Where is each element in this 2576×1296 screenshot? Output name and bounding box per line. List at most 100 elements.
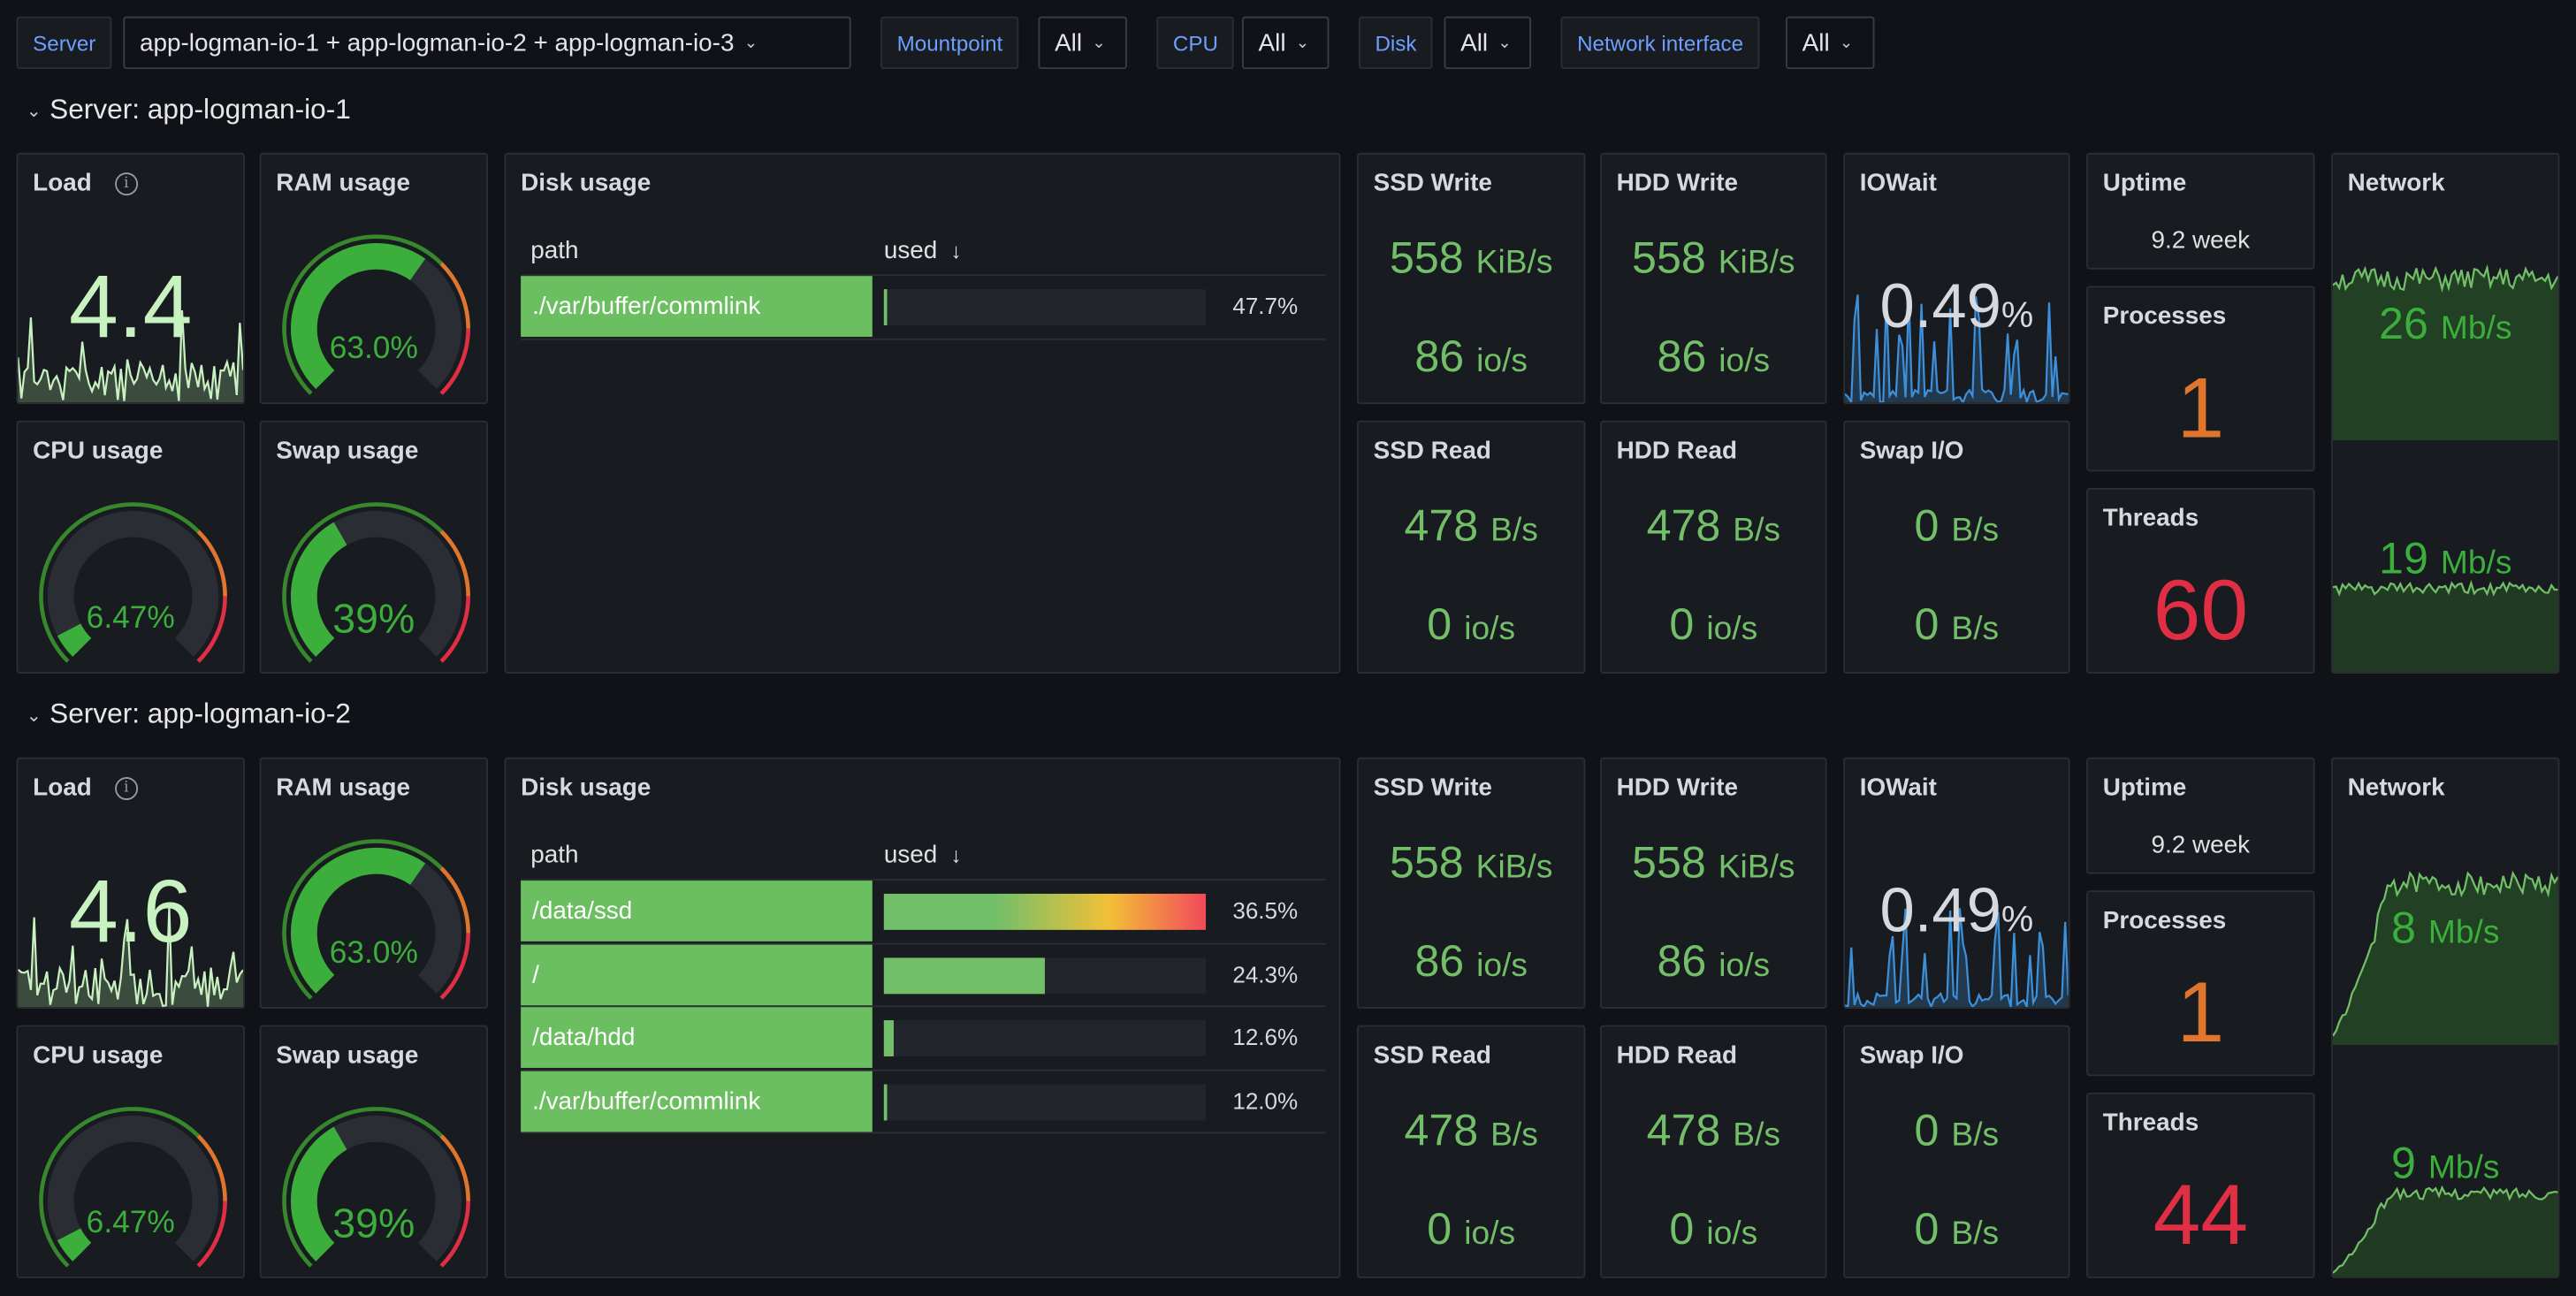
chevron-down-icon: ⌄ <box>1498 34 1512 52</box>
ssd-write-panel-secondary-value: 86 io/s <box>1414 332 1528 382</box>
disk-used-bar <box>883 893 1207 930</box>
threads-panel: Threads 60 <box>2086 487 2315 674</box>
threads-value: 60 <box>2153 563 2249 659</box>
hdd-read-panel-primary-value: 478 B/s <box>1646 500 1781 551</box>
disk-usage-panel: Disk usage path used ↓ /data/ssd 36.5% /… <box>504 757 1341 1278</box>
iowait-value: 0.49% <box>1879 272 2034 342</box>
threads-value: 44 <box>2153 1168 2249 1264</box>
load-panel: Load i 4.4 <box>16 152 245 405</box>
processes-panel: Processes 1 <box>2086 286 2315 472</box>
disk-used-bar <box>883 289 1207 325</box>
disk-used-bar <box>883 1083 1207 1120</box>
server-select[interactable]: app-logman-io-1 + app-logman-io-2 + app-… <box>123 16 851 70</box>
processes-value: 1 <box>2176 361 2225 457</box>
uptime-panel: Uptime 9.2 week <box>2086 152 2315 270</box>
disk-used-value: 47.7% <box>1232 292 1299 319</box>
hdd-write-panel: HDD Write 558 KiB/s 86 io/s <box>1600 152 1827 405</box>
hdd-write-panel-primary-value: 558 KiB/s <box>1632 837 1795 888</box>
network-interface-select[interactable]: All ⌄ <box>1786 16 1875 70</box>
uptime-value: 9.2 week <box>2151 226 2251 255</box>
load-value: 4.6 <box>68 862 193 962</box>
cpu-usage-value: 6.47% <box>86 601 175 637</box>
row-title[interactable]: ⌄ Server: app-logman-io-2 <box>26 698 351 730</box>
threads-panel: Threads 44 <box>2086 1092 2315 1278</box>
chevron-down-icon: ⌄ <box>1295 34 1310 52</box>
swap-usage-value: 39% <box>332 1201 415 1247</box>
sparkline <box>18 309 244 403</box>
ssd-write-panel-primary-value: 558 KiB/s <box>1389 233 1553 283</box>
ssd-write-panel: SSD Write 558 KiB/s 86 io/s <box>1357 152 1586 405</box>
column-header-path[interactable]: path <box>530 236 579 265</box>
ram-usage-value: 63.0% <box>329 936 418 972</box>
ssd-read-panel-secondary-value: 0 io/s <box>1427 1204 1516 1254</box>
uptime-value: 9.2 week <box>2151 831 2251 859</box>
swap-io-panel-primary-value: 0 B/s <box>1914 500 2000 551</box>
iowait-value: 0.49% <box>1879 877 2034 947</box>
swap-io-panel-secondary-value: 0 B/s <box>1914 599 2000 650</box>
swap-io-panel-primary-value: 0 B/s <box>1914 1105 2000 1155</box>
info-icon[interactable]: i <box>114 172 138 195</box>
column-header-path[interactable]: path <box>530 841 579 870</box>
disk-path-cell: ./var/buffer/commlink <box>521 1070 873 1132</box>
sparkline <box>2332 579 2558 673</box>
load-panel: Load i 4.6 <box>16 757 245 1010</box>
sort-arrow-down-icon: ↓ <box>950 238 962 263</box>
swap-usage-value: 39% <box>332 596 415 643</box>
sparkline <box>2332 1185 2558 1277</box>
sparkline <box>1844 908 2069 1008</box>
variable-label-disk: Disk <box>1358 16 1434 70</box>
disk-path-cell: / <box>521 943 873 1005</box>
chevron-down-icon: ⌄ <box>1092 34 1106 52</box>
processes-value: 1 <box>2176 965 2225 1062</box>
swap-io-panel: Swap I/O 0 B/s 0 B/s <box>1843 420 2070 674</box>
disk-path-cell: /data/hdd <box>521 1007 873 1068</box>
iowait-panel: IOWait 0.49% <box>1843 152 2070 405</box>
hdd-write-panel-secondary-value: 86 io/s <box>1657 332 1771 382</box>
ssd-read-panel: SSD Read 478 B/s 0 io/s <box>1357 420 1586 674</box>
ram-usage-value: 63.0% <box>329 332 418 367</box>
ssd-read-panel: SSD Read 478 B/s 0 io/s <box>1357 1025 1586 1278</box>
hdd-read-panel: HDD Read 478 B/s 0 io/s <box>1600 420 1827 674</box>
iowait-panel: IOWait 0.49% <box>1843 757 2070 1010</box>
info-icon[interactable]: i <box>114 776 138 800</box>
disk-select[interactable]: All ⌄ <box>1444 16 1532 70</box>
ram-usage-panel: RAM usage 63.0% <box>259 757 488 1010</box>
variable-label-network-interface: Network interface <box>1560 16 1760 70</box>
gauge-arc <box>282 502 470 663</box>
hdd-write-panel-primary-value: 558 KiB/s <box>1632 233 1795 283</box>
sparkline <box>18 906 244 1008</box>
disk-used-value: 24.3% <box>1232 960 1299 987</box>
chevron-down-icon: ⌄ <box>1839 34 1854 52</box>
disk-usage-panel: Disk usage path used ↓ ./var/buffer/comm… <box>504 152 1341 674</box>
sort-arrow-down-icon: ↓ <box>950 842 962 868</box>
gauge-arc <box>282 234 470 395</box>
column-header-used[interactable]: used ↓ <box>883 841 962 870</box>
hdd-write-panel-secondary-value: 86 io/s <box>1657 936 1771 987</box>
disk-path-cell: ./var/buffer/commlink <box>521 276 873 337</box>
cpu-usage-panel: CPU usage 6.47% <box>16 1025 245 1278</box>
column-header-used[interactable]: used ↓ <box>883 236 962 265</box>
hdd-read-panel-secondary-value: 0 io/s <box>1669 599 1758 650</box>
gauge-arc <box>39 1107 227 1268</box>
ssd-read-panel-primary-value: 478 B/s <box>1404 500 1538 551</box>
hdd-read-panel: HDD Read 478 B/s 0 io/s <box>1600 1025 1827 1278</box>
swap-usage-panel: Swap usage 39% <box>259 420 488 674</box>
hdd-read-panel-primary-value: 478 B/s <box>1646 1105 1781 1155</box>
variable-label-cpu: CPU <box>1156 16 1235 70</box>
uptime-panel: Uptime 9.2 week <box>2086 757 2315 874</box>
sparkline <box>2332 263 2558 441</box>
network-receive-value: 26 Mb/s <box>2379 299 2512 348</box>
ssd-write-panel-secondary-value: 86 io/s <box>1414 936 1528 987</box>
mountpoint-select[interactable]: All ⌄ <box>1038 16 1127 70</box>
ssd-write-panel-primary-value: 558 KiB/s <box>1389 837 1553 888</box>
chevron-down-icon: ⌄ <box>26 705 42 726</box>
swap-usage-panel: Swap usage 39% <box>259 1025 488 1278</box>
variable-label-mountpoint: Mountpoint <box>880 16 1019 70</box>
cpu-select[interactable]: All ⌄ <box>1241 16 1330 70</box>
row-title[interactable]: ⌄ Server: app-logman-io-1 <box>26 93 351 126</box>
disk-path-cell: /data/ssd <box>521 881 873 942</box>
network-transmit-value: 9 Mb/s <box>2390 1138 2500 1188</box>
network-panel: Network 8 Mb/s 9 Mb/s <box>2331 757 2560 1278</box>
hdd-write-panel: HDD Write 558 KiB/s 86 io/s <box>1600 757 1827 1010</box>
